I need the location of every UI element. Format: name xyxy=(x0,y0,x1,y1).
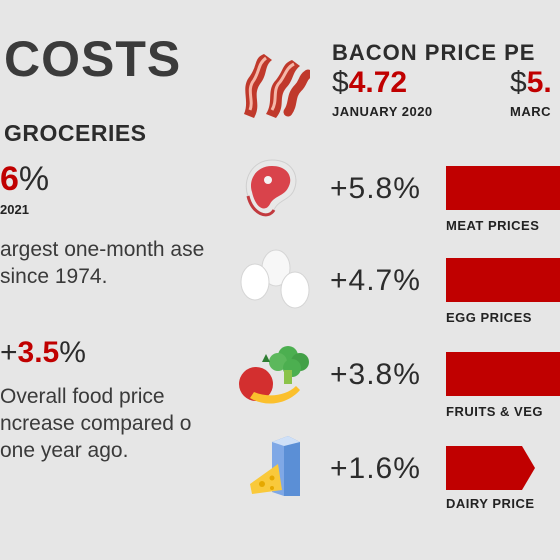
grocery-increase-suffix: % xyxy=(18,160,50,198)
grocery-increase-stat: 6% xyxy=(0,160,49,199)
bacon-price-mar-label: MARC xyxy=(510,104,551,119)
bacon-price-mar-value: 5. xyxy=(526,66,552,99)
page-title: COSTS xyxy=(4,31,182,87)
bacon-price-jan-value: 4.72 xyxy=(348,66,408,99)
egg-price-change: +4.7% xyxy=(330,264,421,297)
bacon-icon xyxy=(244,54,310,118)
food-price-value: 3.5 xyxy=(17,336,60,369)
eggs-icon xyxy=(240,249,310,309)
meat-price-label: MEAT PRICES xyxy=(446,218,540,233)
grocery-stat-date: 2021 xyxy=(0,202,29,217)
fruits-veg-price-bar xyxy=(446,352,560,396)
food-price-description: Overall food price ncrease compared o on… xyxy=(0,385,192,462)
bacon-price-heading: BACON PRICE PE xyxy=(332,40,536,65)
dairy-price-label: DAIRY PRICE xyxy=(446,496,535,511)
food-price-prefix: + xyxy=(0,336,18,369)
egg-price-label: EGG PRICES xyxy=(446,310,532,325)
meat-price-change: +5.8% xyxy=(330,172,421,205)
dairy-price-bar xyxy=(446,446,535,490)
fruits-veg-price-label: FRUITS & VEG xyxy=(446,404,544,419)
bacon-price-jan-label: JANUARY 2020 xyxy=(332,104,433,119)
egg-price-bar xyxy=(446,258,560,302)
bacon-price-mar-dollar: $ xyxy=(510,66,527,99)
fruits-veg-price-change: +3.8% xyxy=(330,358,421,391)
food-price-suffix: % xyxy=(59,336,86,369)
steak-icon xyxy=(245,159,297,217)
dairy-icon xyxy=(250,436,300,496)
grocery-description: argest one-month ase since 1974. xyxy=(0,238,205,288)
food-price-stat: +3.5% xyxy=(0,336,86,370)
fruits-vegetables-icon xyxy=(239,346,309,404)
bacon-price-mar: $5. xyxy=(510,66,552,100)
bacon-price-jan-dollar: $ xyxy=(332,66,349,99)
meat-price-bar xyxy=(446,166,560,210)
dairy-price-change: +1.6% xyxy=(330,452,421,485)
bacon-price-jan: $4.72 xyxy=(332,66,407,100)
groceries-heading: GROCERIES xyxy=(4,120,147,146)
grocery-increase-value: 6 xyxy=(0,160,19,198)
